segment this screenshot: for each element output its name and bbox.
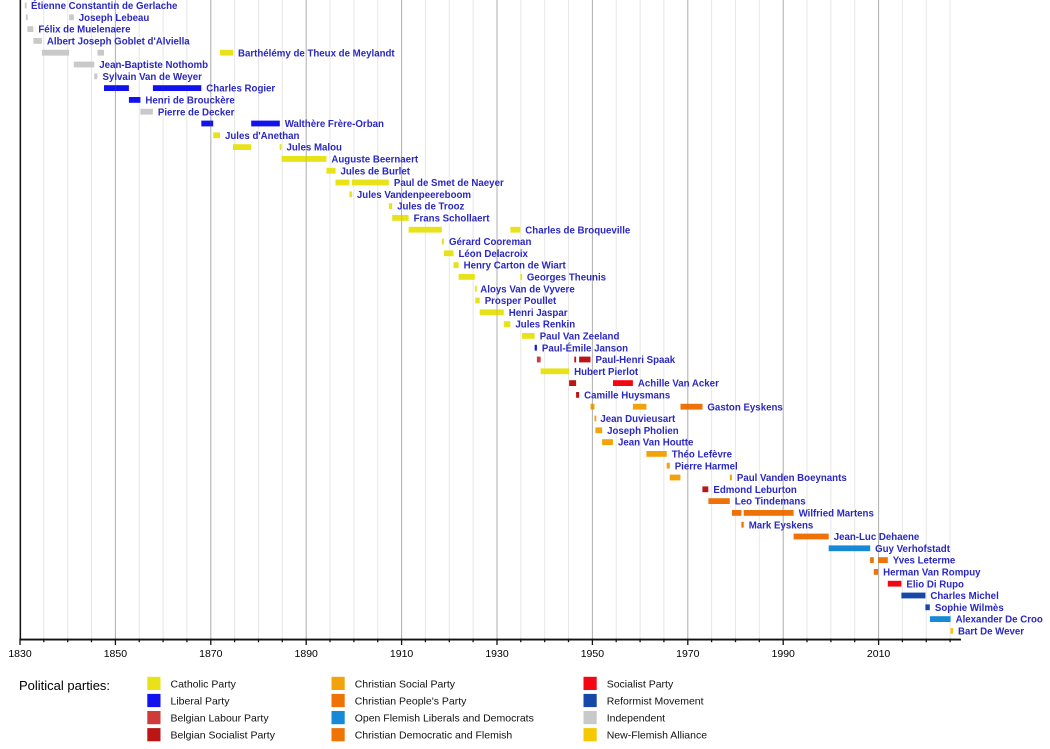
svg-text:Albert Joseph Goblet d'Alviell: Albert Joseph Goblet d'Alviella <box>47 37 190 48</box>
svg-text:Jules Vandenpeereboom: Jules Vandenpeereboom <box>357 190 472 201</box>
svg-text:Barthélémy de Theux de Meyland: Barthélémy de Theux de Meylandt <box>238 48 395 59</box>
svg-text:Edmond Leburton: Edmond Leburton <box>713 485 796 496</box>
svg-text:Elio Di Rupo: Elio Di Rupo <box>906 579 964 590</box>
svg-text:Charles de Broqueville: Charles de Broqueville <box>525 225 631 236</box>
svg-text:Pierre de Decker: Pierre de Decker <box>158 107 235 118</box>
svg-text:1930: 1930 <box>485 648 509 660</box>
svg-text:Christian Social Party: Christian Social Party <box>355 678 456 690</box>
svg-text:Charles Michel: Charles Michel <box>930 591 998 602</box>
svg-text:Yves Leterme: Yves Leterme <box>893 556 956 567</box>
svg-text:Henri Jaspar: Henri Jaspar <box>509 308 568 319</box>
svg-text:Henri de Brouckère: Henri de Brouckère <box>145 96 235 107</box>
svg-text:Christian People's Party: Christian People's Party <box>355 696 467 708</box>
svg-text:Wilfried Martens: Wilfried Martens <box>799 509 874 520</box>
svg-text:1950: 1950 <box>581 648 605 660</box>
svg-text:Christian Democratic and Flemi: Christian Democratic and Flemish <box>355 730 513 742</box>
svg-text:Joseph Lebeau: Joseph Lebeau <box>79 13 150 24</box>
svg-text:Félix de Muelenaere: Félix de Muelenaere <box>38 25 131 36</box>
svg-text:Herman Van Rompuy: Herman Van Rompuy <box>883 568 981 579</box>
svg-text:Théo Lefèvre: Théo Lefèvre <box>672 450 733 461</box>
svg-text:Étienne Constantin de Gerlache: Étienne Constantin de Gerlache <box>31 1 178 12</box>
svg-text:Gérard Cooreman: Gérard Cooreman <box>449 237 531 248</box>
svg-text:Frans Schollaert: Frans Schollaert <box>414 214 491 225</box>
svg-text:Georges Theunis: Georges Theunis <box>527 273 606 284</box>
svg-text:Belgian Labour Party: Belgian Labour Party <box>171 713 270 725</box>
svg-text:Catholic Party: Catholic Party <box>171 678 237 690</box>
svg-text:Jean Van Houtte: Jean Van Houtte <box>618 438 694 449</box>
svg-text:Camille Huysmans: Camille Huysmans <box>584 391 670 402</box>
svg-text:Sophie Wilmès: Sophie Wilmès <box>935 603 1004 614</box>
svg-text:Bart De Wever: Bart De Wever <box>958 627 1024 638</box>
svg-text:1850: 1850 <box>104 648 128 660</box>
svg-text:Alexander De Croo: Alexander De Croo <box>956 615 1043 626</box>
svg-text:Jules de Trooz: Jules de Trooz <box>397 202 464 213</box>
svg-text:Walthère Frère-Orban: Walthère Frère-Orban <box>285 119 384 130</box>
svg-text:Paul-Henri Spaak: Paul-Henri Spaak <box>596 355 676 366</box>
svg-text:Prosper Poullet: Prosper Poullet <box>485 296 557 307</box>
svg-text:1970: 1970 <box>676 648 700 660</box>
svg-text:Hubert Pierlot: Hubert Pierlot <box>574 367 639 378</box>
svg-text:Socialist Party: Socialist Party <box>607 678 674 690</box>
svg-text:Jules d'Anethan: Jules d'Anethan <box>225 131 300 142</box>
svg-text:Jean-Luc Dehaene: Jean-Luc Dehaene <box>834 532 920 543</box>
svg-text:Open Flemish Liberals and Demo: Open Flemish Liberals and Democrats <box>355 713 534 725</box>
svg-text:Independent: Independent <box>607 713 665 725</box>
svg-text:1910: 1910 <box>390 648 414 660</box>
svg-text:Sylvain Van de Weyer: Sylvain Van de Weyer <box>103 72 203 83</box>
svg-text:Pierre Harmel: Pierre Harmel <box>675 461 738 472</box>
svg-text:Charles Rogier: Charles Rogier <box>206 84 275 95</box>
svg-text:Leo Tindemans: Leo Tindemans <box>735 497 806 508</box>
svg-text:Joseph Pholien: Joseph Pholien <box>607 426 679 437</box>
svg-text:Jean Duvieusart: Jean Duvieusart <box>600 414 676 425</box>
svg-text:Belgian Socialist Party: Belgian Socialist Party <box>171 730 276 742</box>
svg-text:Reformist Movement: Reformist Movement <box>607 696 704 708</box>
svg-text:1870: 1870 <box>199 648 223 660</box>
svg-text:Paul Van Zeeland: Paul Van Zeeland <box>540 332 620 343</box>
svg-text:Léon Delacroix: Léon Delacroix <box>459 249 529 260</box>
svg-text:Paul-Émile Janson: Paul-Émile Janson <box>542 343 628 354</box>
svg-text:Gaston Eyskens: Gaston Eyskens <box>707 402 782 413</box>
svg-text:Jules Malou: Jules Malou <box>287 143 343 154</box>
svg-text:Auguste Beernaert: Auguste Beernaert <box>331 155 418 166</box>
svg-text:Guy Verhofstadt: Guy Verhofstadt <box>875 544 951 555</box>
svg-text:Henry Carton de Wiart: Henry Carton de Wiart <box>464 261 567 272</box>
svg-text:Jules Renkin: Jules Renkin <box>515 320 575 331</box>
svg-text:Paul de Smet de Naeyer: Paul de Smet de Naeyer <box>394 178 504 189</box>
svg-text:2010: 2010 <box>867 648 891 660</box>
svg-text:Aloys Van de Vyvere: Aloys Van de Vyvere <box>480 284 575 295</box>
svg-text:Mark Eyskens: Mark Eyskens <box>749 520 814 531</box>
svg-text:1990: 1990 <box>772 648 796 660</box>
svg-text:1890: 1890 <box>295 648 319 660</box>
svg-text:1830: 1830 <box>8 648 32 660</box>
svg-text:Jules de Burlet: Jules de Burlet <box>341 166 411 177</box>
svg-text:Achille Van Acker: Achille Van Acker <box>638 379 719 390</box>
svg-text:Liberal Party: Liberal Party <box>171 696 231 708</box>
svg-text:Political parties:: Political parties: <box>19 678 110 693</box>
svg-text:New-Flemish Alliance: New-Flemish Alliance <box>607 730 708 742</box>
svg-text:Jean-Baptiste Nothomb: Jean-Baptiste Nothomb <box>99 60 208 71</box>
svg-text:Paul Vanden Boeynants: Paul Vanden Boeynants <box>737 473 847 484</box>
